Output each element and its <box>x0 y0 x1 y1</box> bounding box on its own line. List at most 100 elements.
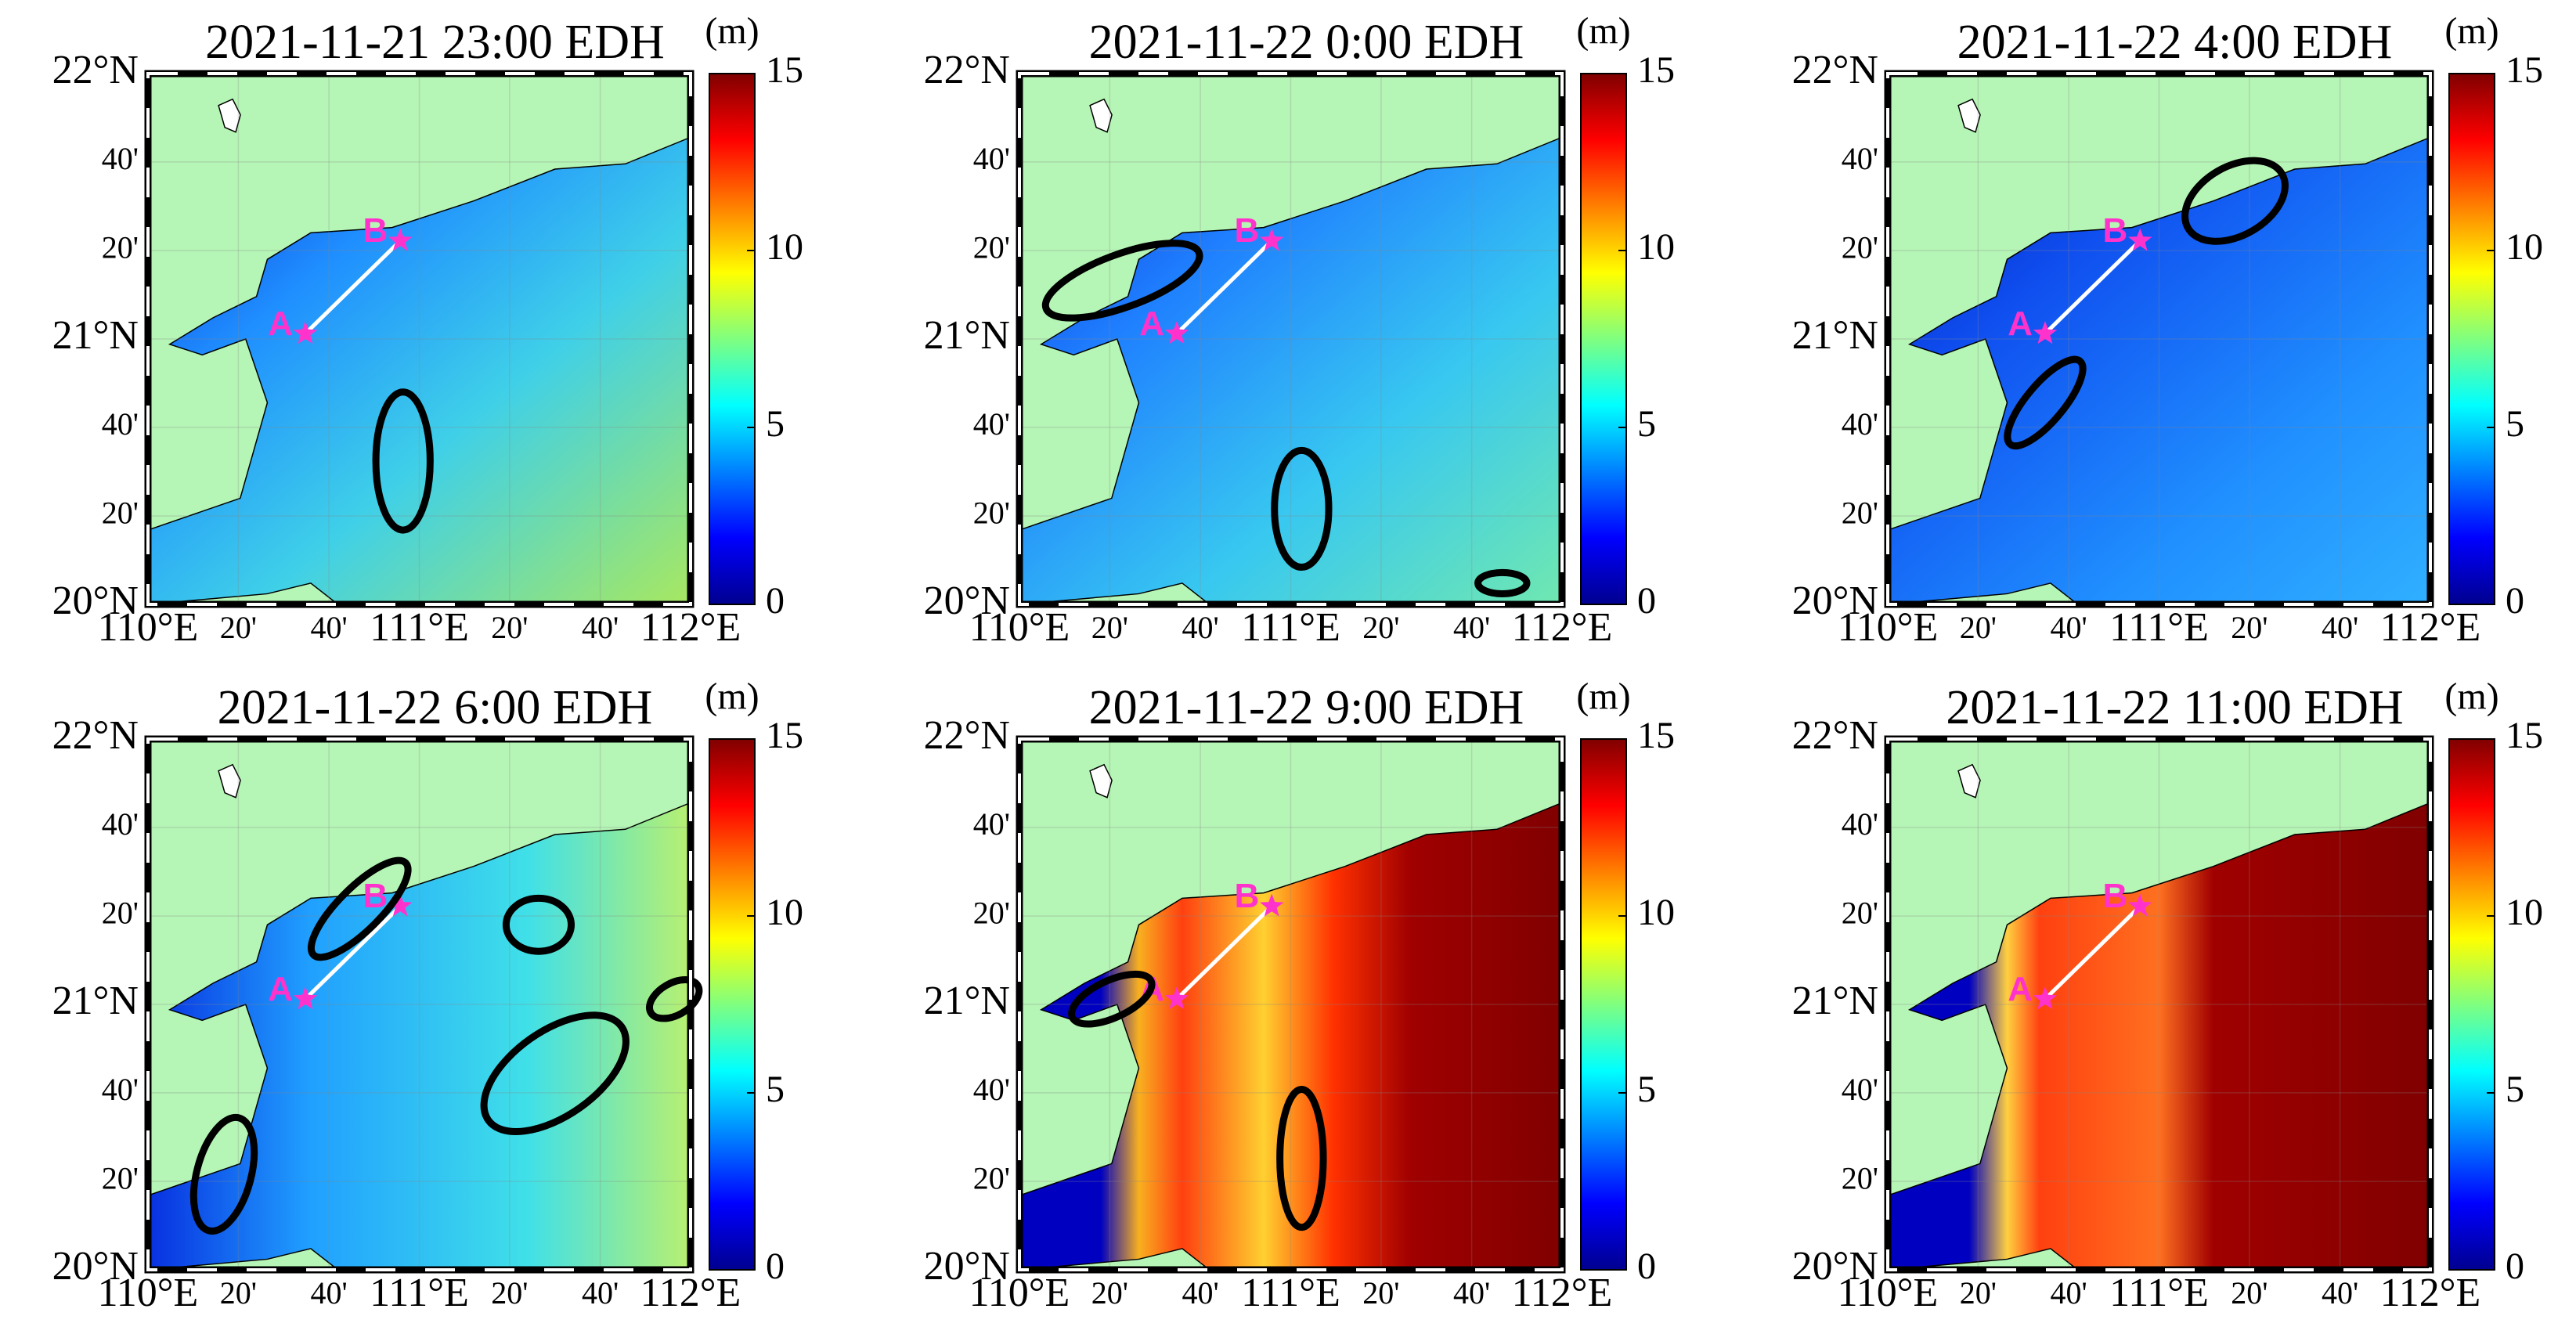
x-tick-label: 40' <box>2051 1275 2087 1311</box>
transect-line <box>304 239 402 336</box>
station-marker <box>2033 986 2058 1010</box>
y-tick-label: 20' <box>1842 229 1878 265</box>
colorbar <box>709 73 756 605</box>
y-tick-label: 20°N <box>1792 1244 1878 1289</box>
y-tick-label: 40' <box>1842 406 1878 442</box>
x-tick-label: 20' <box>220 1275 257 1311</box>
island <box>218 763 241 799</box>
y-tick-label: 40' <box>973 1072 1010 1107</box>
x-tick-label: 40' <box>1182 1275 1219 1311</box>
panel-title: 2021-11-22 9:00 EDH <box>1089 681 1524 734</box>
station-marker <box>1164 986 1189 1010</box>
x-tick-label: 20' <box>2231 610 2268 645</box>
y-tick-label: 22°N <box>1792 48 1878 92</box>
y-tick-label: 40' <box>1842 141 1878 176</box>
island <box>1089 98 1113 133</box>
colorbar <box>1580 73 1627 605</box>
x-tick-label: 20' <box>1960 610 1997 645</box>
colorbar-tick-label: 15 <box>1637 715 1675 756</box>
highlight-ellipse <box>502 894 575 955</box>
colorbar <box>709 738 756 1271</box>
colorbar-tick-label: 5 <box>2506 403 2524 445</box>
y-tick-label: 20' <box>1842 1160 1878 1195</box>
x-tick-label: 40' <box>311 610 348 645</box>
x-tick-label: 20' <box>1091 1275 1128 1311</box>
colorbar-tick-label: 15 <box>2506 715 2543 756</box>
station-marker <box>293 986 318 1010</box>
x-tick-label: 111°E <box>2109 1271 2209 1315</box>
x-tick-label: 112°E <box>640 1271 741 1315</box>
x-tick-label: 110°E <box>969 1271 1070 1315</box>
station-marker <box>2128 893 2152 917</box>
x-tick-label: 112°E <box>1512 605 1613 650</box>
x-tick-label: 20' <box>1091 610 1128 645</box>
station-marker <box>388 893 413 917</box>
y-tick-label: 40' <box>1842 1072 1878 1107</box>
highlight-ellipse <box>372 388 434 534</box>
station-label: A <box>2008 970 2033 1008</box>
y-tick-label: 20' <box>1842 895 1878 930</box>
map-frame <box>144 70 695 608</box>
y-tick-label: 40' <box>973 806 1010 842</box>
colorbar-label: (m) <box>1576 10 1630 52</box>
x-tick-label: 20' <box>491 1275 528 1311</box>
map-panel: 110°E 20' 40' 111°E 20' 40' 112°E 20°N 20' 40' 21°… <box>924 10 1675 650</box>
sea-field <box>1887 802 2431 1271</box>
y-tick-label: 22°N <box>924 48 1010 92</box>
x-tick-label: 110°E <box>969 605 1070 650</box>
x-tick-label: 40' <box>582 610 619 645</box>
colorbar-tick-label: 10 <box>766 892 803 933</box>
highlight-ellipse <box>1068 970 1156 1028</box>
y-tick-label: 22°N <box>52 48 139 92</box>
colorbar-tick-label: 0 <box>2506 580 2524 622</box>
x-tick-label: 110°E <box>98 605 199 650</box>
x-tick-label: 110°E <box>1838 1271 1939 1315</box>
colorbar-tick-label: 0 <box>1637 580 1656 622</box>
island <box>1089 763 1113 799</box>
colorbar-label: (m) <box>705 676 759 717</box>
colorbar-tick-label: 15 <box>1637 49 1675 91</box>
colorbar-tick-label: 5 <box>1637 1069 1656 1110</box>
transect-line <box>1175 904 1273 1001</box>
x-tick-label: 20' <box>1960 1275 1997 1311</box>
panel-title: 2021-11-22 0:00 EDH <box>1089 16 1524 69</box>
x-tick-label: 40' <box>2322 1275 2358 1311</box>
x-tick-label: 40' <box>1453 1275 1490 1311</box>
x-tick-label: 40' <box>1453 610 1490 645</box>
station-label: A <box>268 305 293 343</box>
x-tick-label: 111°E <box>2109 605 2209 650</box>
x-tick-label: 20' <box>1362 1275 1399 1311</box>
highlight-ellipse <box>307 856 412 961</box>
colorbar-label: (m) <box>2444 10 2498 52</box>
y-tick-label: 40' <box>1842 806 1878 842</box>
map-frame <box>1884 70 2434 608</box>
y-tick-label: 22°N <box>924 713 1010 758</box>
y-tick-label: 20°N <box>52 579 139 623</box>
station-marker <box>388 228 413 251</box>
station-marker <box>1260 228 1284 251</box>
colorbar <box>2448 73 2495 605</box>
map-panel: 110°E 20' 40' 111°E 20' 40' 112°E 20°N 20' 40' 21°… <box>52 676 803 1315</box>
highlight-ellipse <box>2181 157 2289 245</box>
panel-title: 2021-11-22 6:00 EDH <box>218 681 653 734</box>
x-tick-label: 20' <box>491 610 528 645</box>
colorbar-tick-label: 5 <box>766 403 785 445</box>
transect-line <box>2044 239 2141 336</box>
colorbar-tick-label: 0 <box>1637 1246 1656 1287</box>
highlight-ellipse <box>646 976 703 1022</box>
x-tick-label: 110°E <box>1838 605 1939 650</box>
colorbar-tick-label: 5 <box>2506 1069 2524 1110</box>
x-tick-label: 111°E <box>1241 1271 1340 1315</box>
colorbar-tick-label: 5 <box>766 1069 785 1110</box>
sea-field <box>147 802 691 1271</box>
x-tick-label: 110°E <box>98 1271 199 1315</box>
colorbar-tick-label: 10 <box>2506 226 2543 268</box>
y-tick-label: 21°N <box>1792 979 1878 1023</box>
colorbar-tick-label: 15 <box>766 715 803 756</box>
x-tick-label: 40' <box>2051 610 2087 645</box>
y-tick-label: 20' <box>973 495 1010 530</box>
y-tick-label: 40' <box>102 1072 139 1107</box>
highlight-ellipse <box>2004 355 2087 450</box>
island <box>1957 763 1981 799</box>
map-panel: 110°E 20' 40' 111°E 20' 40' 112°E 20°N 20' 40' 21°… <box>924 676 1675 1315</box>
